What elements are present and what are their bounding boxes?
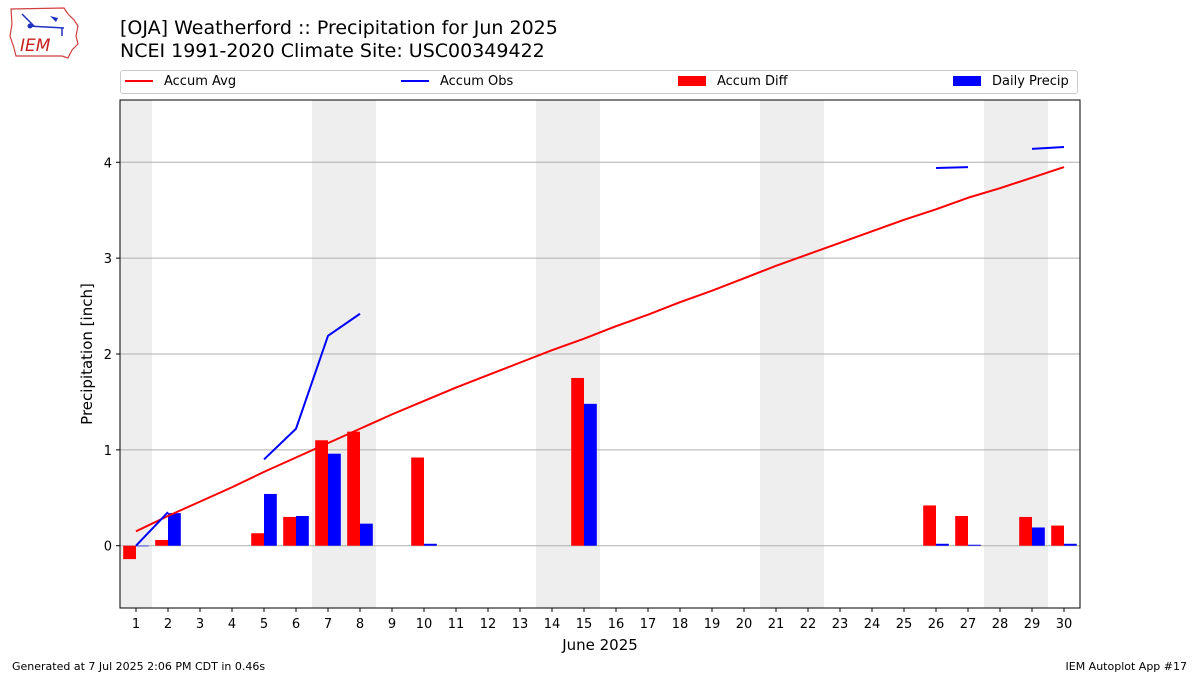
x-tick-label: 21 — [768, 617, 785, 632]
daily-precip-bar — [136, 545, 149, 547]
iem-logo: IEM — [8, 6, 80, 60]
y-axis-label: Precipitation [inch] — [78, 283, 96, 425]
x-tick-label: 17 — [640, 617, 657, 632]
daily-precip-bar — [168, 513, 181, 546]
daily-precip-bar — [1064, 543, 1077, 546]
accum-obs-line — [135, 511, 169, 547]
daily-precip-bar — [584, 403, 597, 546]
logo-text: IEM — [20, 36, 51, 56]
accum-diff-bar — [411, 457, 424, 546]
chart-legend: Accum Avg Accum Obs Accum Diff Daily Pre… — [120, 70, 1078, 94]
x-tick-label: 5 — [260, 617, 268, 632]
x-tick-label: 23 — [832, 617, 849, 632]
y-tick-label: 2 — [104, 348, 112, 363]
x-tick-label: 27 — [960, 617, 977, 632]
x-tick-label: 6 — [292, 617, 300, 632]
x-tick-label: 28 — [992, 617, 1009, 632]
accum-obs-line — [935, 166, 969, 170]
y-tick-label: 3 — [104, 252, 112, 267]
accum-avg-line — [135, 166, 1065, 533]
x-tick-label: 8 — [356, 617, 364, 632]
accum-obs-line — [263, 312, 361, 461]
x-tick-label: 14 — [544, 617, 561, 632]
daily-precip-bar — [424, 543, 437, 546]
x-tick-label: 25 — [896, 617, 913, 632]
legend-label-accum-avg: Accum Avg — [164, 74, 237, 89]
x-tick-label: 24 — [864, 617, 881, 632]
x-tick-label: 3 — [196, 617, 204, 632]
legend-item-accum-obs: Accum Obs — [401, 74, 513, 90]
accum-diff-bar — [1019, 516, 1032, 546]
x-tick-label: 9 — [388, 617, 396, 632]
x-tick-label: 15 — [576, 617, 593, 632]
y-tick-label: 0 — [104, 540, 112, 555]
chart-title: [OJA] Weatherford :: Precipitation for J… — [120, 17, 558, 63]
x-axis-label: June 2025 — [561, 636, 638, 654]
footer-generated: Generated at 7 Jul 2025 2:06 PM CDT in 0… — [12, 660, 266, 673]
x-tick-label: 2 — [164, 617, 172, 632]
accum-diff-bar — [251, 533, 264, 546]
x-tick-label: 11 — [448, 617, 465, 632]
iowa-map-icon: IEM — [9, 7, 79, 59]
x-tick-label: 10 — [416, 617, 433, 632]
x-tick-label: 7 — [324, 617, 332, 632]
legend-label-accum-diff: Accum Diff — [717, 74, 788, 89]
legend-swatch-accum-avg — [125, 79, 153, 82]
accum-diff-bar — [315, 440, 328, 546]
legend-item-accum-diff: Accum Diff — [678, 74, 788, 90]
daily-precip-bar — [328, 453, 341, 546]
x-tick-label: 13 — [512, 617, 529, 632]
x-tick-label: 1 — [132, 617, 140, 632]
title-line-1: [OJA] Weatherford :: Precipitation for J… — [120, 17, 558, 39]
y-tick-label: 1 — [104, 444, 112, 459]
x-tick-label: 30 — [1056, 617, 1073, 632]
accum-diff-bar — [1051, 525, 1064, 546]
accum-diff-bar — [923, 505, 936, 546]
accum-diff-bar — [571, 377, 584, 546]
accum-diff-bar — [155, 539, 168, 546]
x-tick-label: 19 — [704, 617, 721, 632]
daily-precip-bar — [264, 493, 277, 546]
legend-swatch-daily-precip — [953, 75, 981, 86]
x-tick-label: 12 — [480, 617, 497, 632]
x-tick-label: 20 — [736, 617, 753, 632]
accum-obs-line — [1031, 145, 1065, 150]
legend-label-accum-obs: Accum Obs — [440, 74, 514, 89]
legend-swatch-accum-diff — [678, 75, 706, 86]
y-tick-label: 4 — [104, 156, 112, 171]
legend-item-daily-precip: Daily Precip — [953, 74, 1069, 90]
daily-precip-bar — [968, 544, 981, 546]
title-line-2: NCEI 1991-2020 Climate Site: USC00349422 — [120, 40, 545, 62]
x-tick-label: 29 — [1024, 617, 1041, 632]
accum-diff-bar — [347, 431, 360, 546]
x-tick-label: 26 — [928, 617, 945, 632]
x-tick-label: 18 — [672, 617, 689, 632]
daily-precip-bar — [1032, 527, 1045, 546]
legend-swatch-accum-obs — [401, 79, 429, 82]
x-tick-label: 22 — [800, 617, 817, 632]
daily-precip-bar — [360, 523, 373, 546]
footer-app-id: IEM Autoplot App #17 — [1065, 660, 1188, 673]
daily-precip-bar — [936, 543, 949, 546]
accum-diff-bar — [283, 516, 296, 546]
legend-label-daily-precip: Daily Precip — [992, 74, 1069, 89]
accum-diff-bar — [123, 545, 136, 560]
legend-item-accum-avg: Accum Avg — [125, 74, 236, 90]
x-tick-label: 16 — [608, 617, 625, 632]
daily-precip-bar — [296, 515, 309, 546]
accum-diff-bar — [955, 515, 968, 546]
x-tick-label: 4 — [228, 617, 236, 632]
